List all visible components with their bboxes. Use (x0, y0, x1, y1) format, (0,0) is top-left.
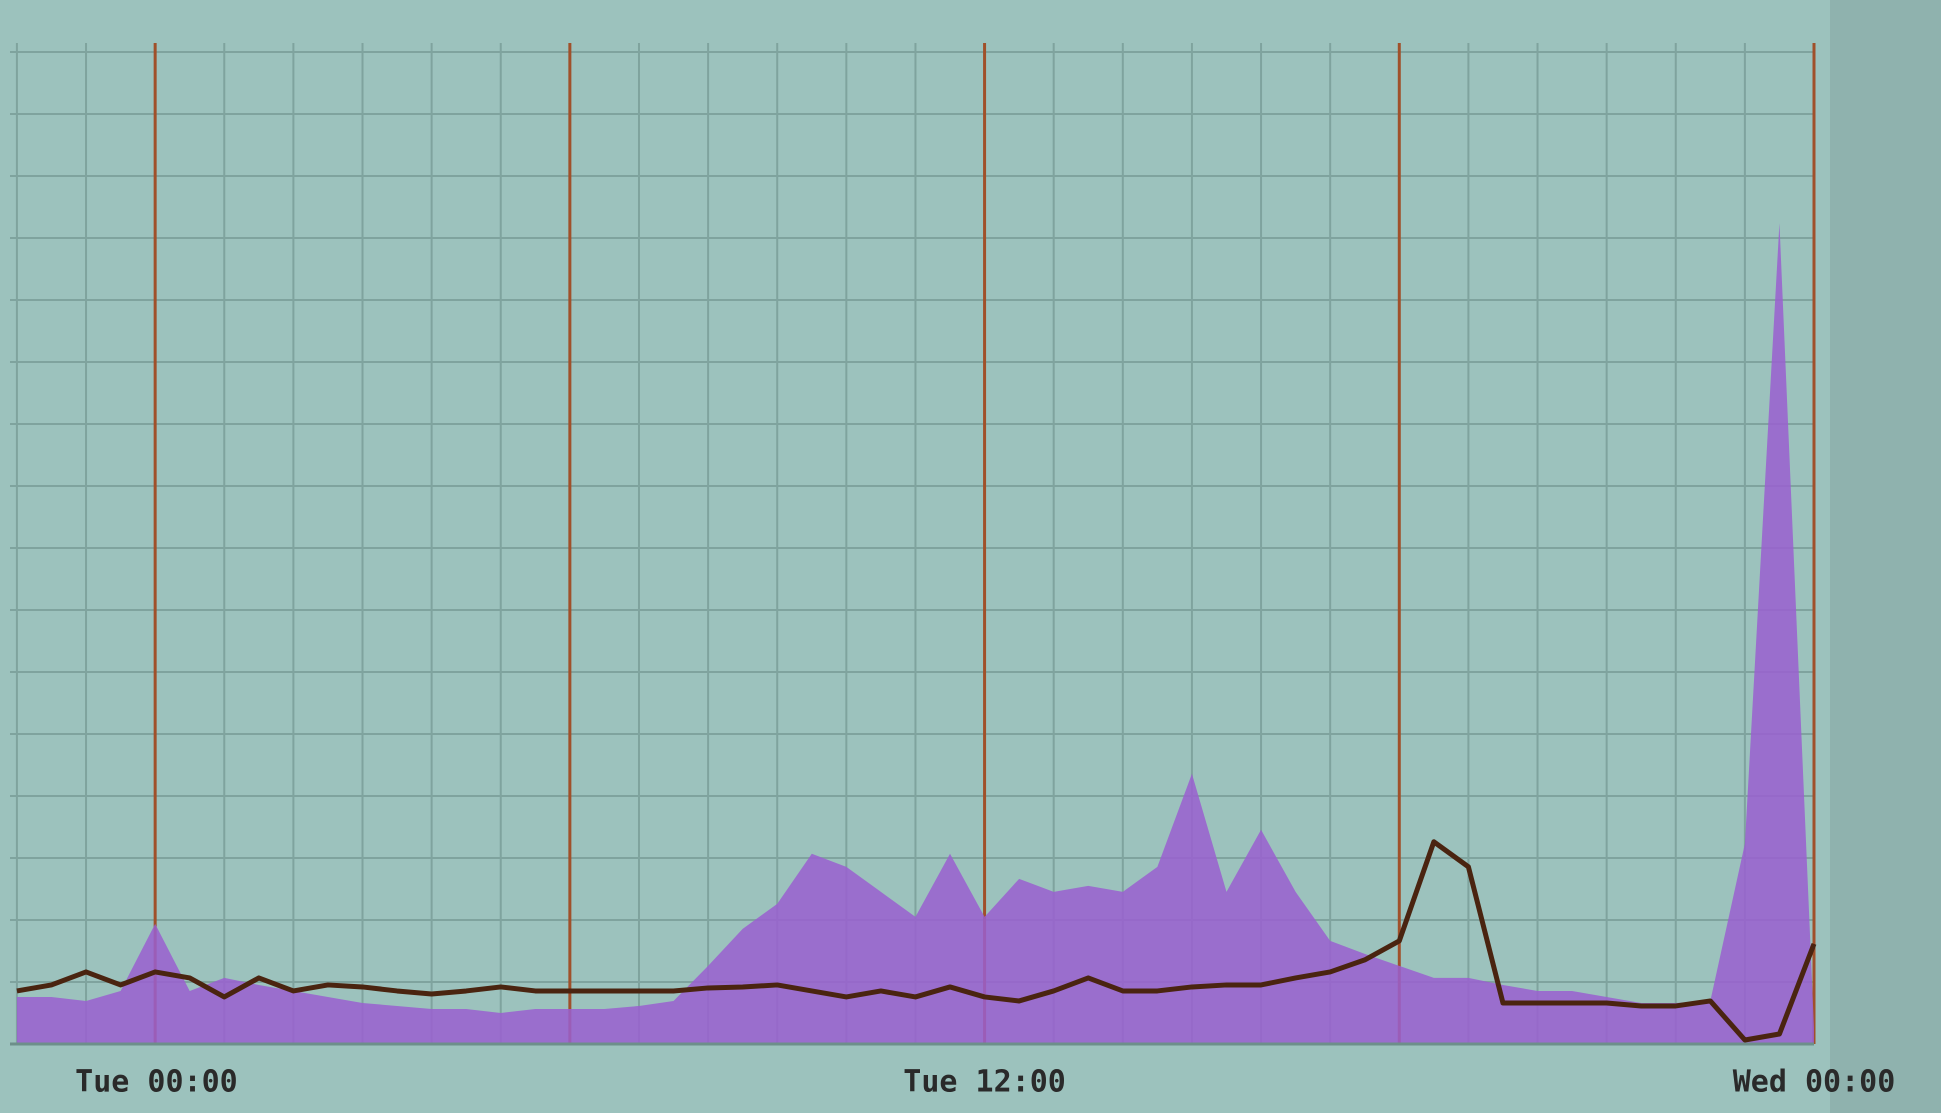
chart: Tue 00:00 Tue 12:00 Wed 00:00 (0, 0, 1941, 1113)
x-tick-label: Tue 00:00 (75, 1065, 238, 1100)
side-strip (1830, 0, 1941, 1113)
x-tick-label: Wed 00:00 (1733, 1065, 1896, 1100)
x-tick-label: Tue 12:00 (903, 1065, 1066, 1100)
